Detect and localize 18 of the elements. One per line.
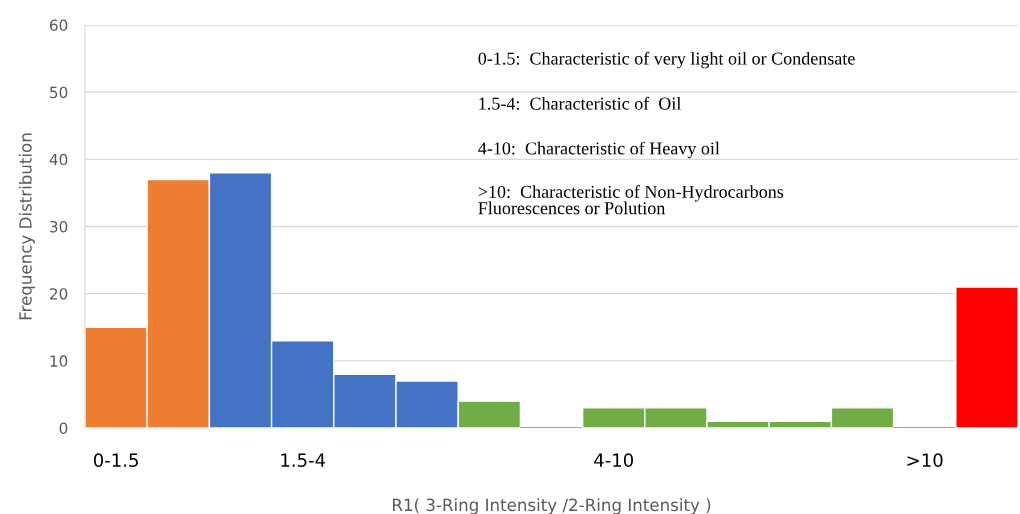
x-tick-label: 1.5-4 xyxy=(281,453,326,467)
y-axis-title: Frequency Distribution xyxy=(18,133,35,320)
y-tick-label: 20 xyxy=(50,288,68,300)
annotation: 1.5-4: Characteristic of Oil xyxy=(479,96,681,110)
annotation: >10: Characteristic of Non-Hydrocarbons Fluorescences or Polution xyxy=(478,184,784,215)
x-tick-label: 0-1.5 xyxy=(93,453,138,467)
bar xyxy=(955,286,1018,428)
y-tick-label: 10 xyxy=(50,355,68,367)
annotation: 0-1.5: Characteristic of very light oil or Condensate xyxy=(478,51,855,69)
y-tick-label: 40 xyxy=(49,153,68,166)
y-tick-label: 60 xyxy=(49,19,68,32)
x-tick-label: >10 xyxy=(907,453,943,467)
x-axis-title: R1( 3-Ring Intensity /2-Ring Intensity ) xyxy=(392,498,711,514)
y-tick-label: 0 xyxy=(59,422,68,435)
y-tick-label: 50 xyxy=(50,86,68,99)
y-tick-label: 30 xyxy=(50,220,68,233)
x-tick-label: 4-10 xyxy=(594,453,633,467)
annotation: 4-10: Characteristic of Heavy oil xyxy=(478,141,720,159)
